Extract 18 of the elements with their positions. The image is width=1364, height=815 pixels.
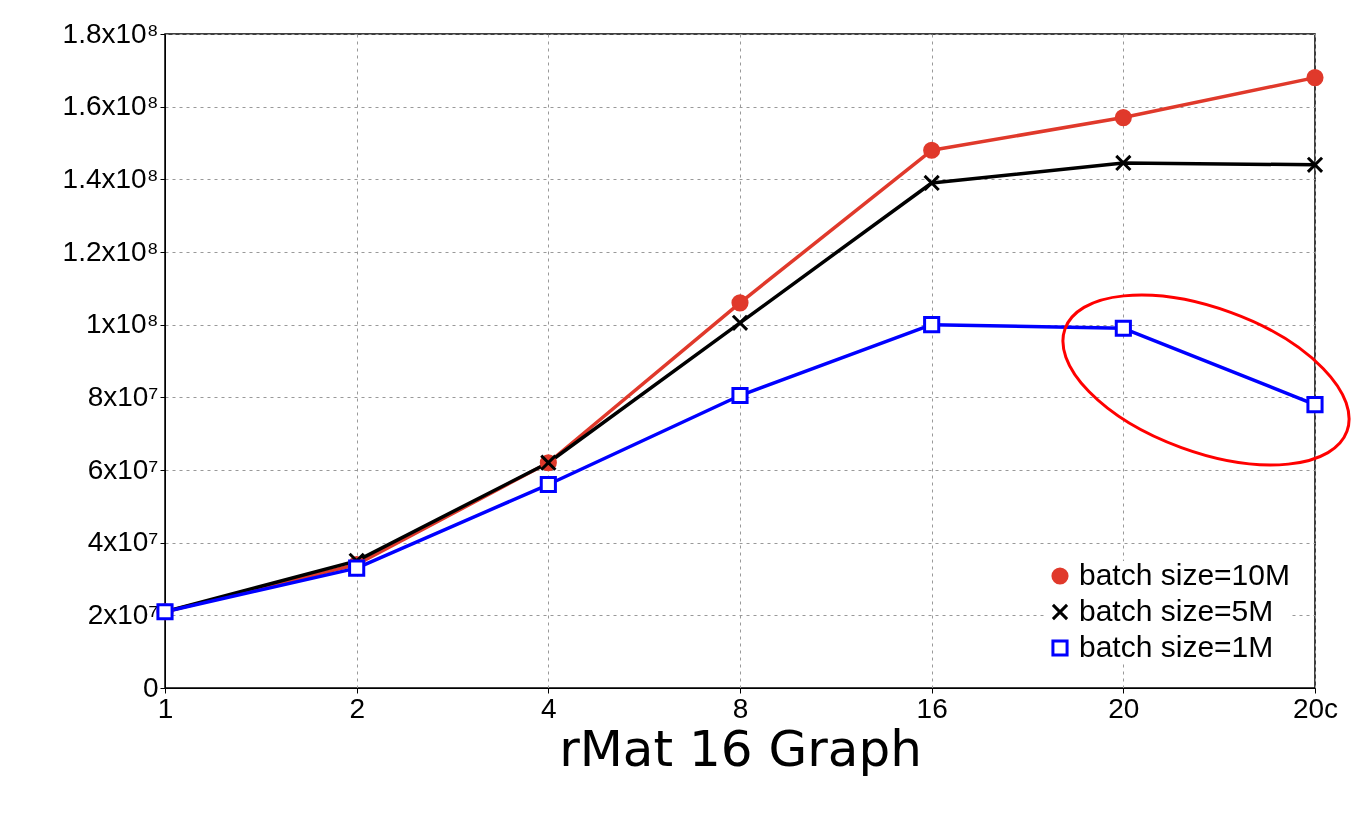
y-tick-label: 2x10⁷ (87, 598, 159, 630)
y-tick-label: 4x10⁷ (87, 526, 159, 558)
y-tick-label: 6x10⁷ (87, 453, 159, 485)
legend-label: batch size=5M (1079, 594, 1274, 627)
x-tick-label: 4 (541, 692, 557, 724)
y-tick-label: 1.2x10⁸ (62, 235, 159, 267)
x-tick-label: 2 (349, 692, 365, 724)
y-tick-label: 0 (142, 671, 159, 703)
x-tick-label: 20 (1108, 692, 1140, 724)
y-tick-label: 1.8x10⁸ (62, 17, 159, 49)
legend-label: batch size=10M (1079, 558, 1290, 591)
x-tick-label: 20c (1292, 692, 1339, 724)
x-tick-label: 1 (157, 692, 174, 724)
legend-label: batch size=1M (1079, 630, 1274, 663)
y-tick-label: 8x10⁷ (87, 380, 159, 412)
y-tick-label: 1.4x10⁸ (62, 162, 159, 194)
y-tick-label: 1.6x10⁸ (62, 90, 159, 122)
y-tick-label: 1x10⁸ (85, 308, 159, 340)
